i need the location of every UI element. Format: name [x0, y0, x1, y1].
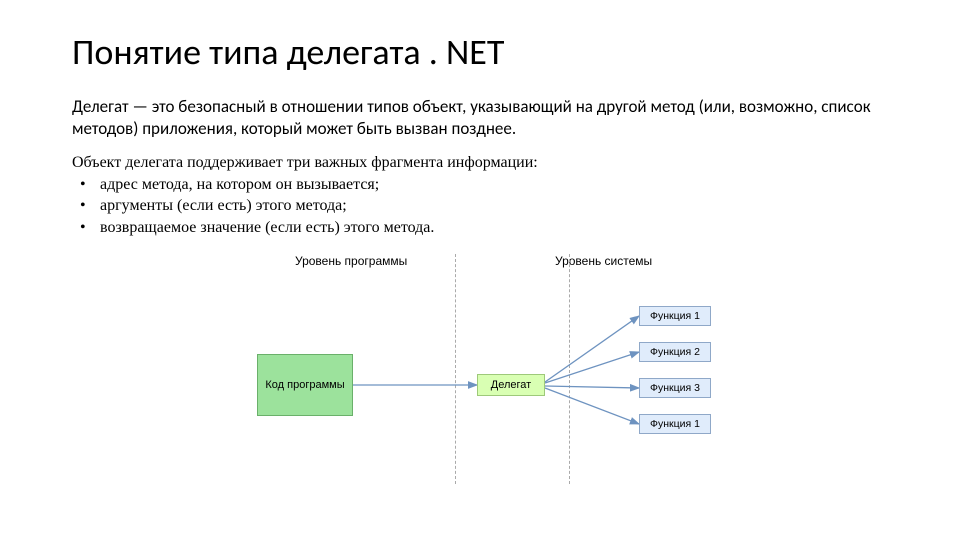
slide-title: Понятие типа делегата . NET [72, 30, 888, 74]
function-label: Функция 1 [650, 419, 700, 431]
function-box: Функция 3 [639, 378, 711, 398]
function-label: Функция 2 [650, 347, 700, 359]
edges-group [353, 316, 639, 424]
delegate-diagram: Уровень программы Уровень системы Код пр… [225, 254, 735, 484]
edge-arrow [545, 316, 639, 382]
edge-arrow [545, 388, 639, 424]
delegate-box: Делегат [477, 374, 545, 396]
edge-arrow [545, 386, 639, 388]
bullet-list: адрес метода, на котором он вызывается; … [72, 174, 888, 239]
list-item: аргументы (если есть) этого метода; [100, 195, 888, 217]
program-code-label: Код программы [265, 379, 344, 391]
function-label: Функция 1 [650, 311, 700, 323]
list-item: возвращаемое значение (если есть) этого … [100, 217, 888, 239]
function-box: Функция 2 [639, 342, 711, 362]
function-box: Функция 1 [639, 414, 711, 434]
function-box: Функция 1 [639, 306, 711, 326]
program-code-box: Код программы [257, 354, 353, 416]
edge-arrow [545, 352, 639, 383]
list-intro: Объект делегата поддерживает три важных … [72, 154, 888, 172]
list-item: адрес метода, на котором он вызывается; [100, 174, 888, 196]
definition-paragraph: Делегат — это безопасный в отношении тип… [72, 96, 888, 140]
delegate-label: Делегат [491, 379, 531, 391]
function-label: Функция 3 [650, 383, 700, 395]
